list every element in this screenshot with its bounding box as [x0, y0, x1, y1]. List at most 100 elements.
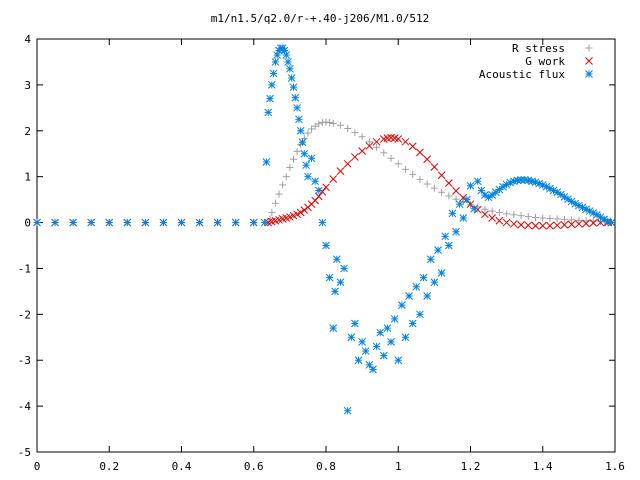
- series-1: [33, 118, 615, 227]
- x-tick-label: 1: [395, 460, 402, 473]
- data-point: [308, 125, 316, 133]
- data-point: [510, 211, 518, 219]
- data-point: [268, 208, 276, 216]
- data-point: [394, 356, 403, 365]
- data-point: [351, 153, 359, 161]
- data-point: [358, 147, 366, 155]
- data-point: [423, 292, 432, 300]
- y-tick-label: -5: [18, 446, 31, 459]
- data-point: [503, 210, 511, 218]
- data-point: [589, 219, 598, 227]
- data-point: [358, 338, 366, 346]
- data-point: [293, 103, 301, 112]
- data-point: [344, 124, 352, 132]
- data-point: [336, 278, 345, 287]
- data-point: [441, 232, 450, 241]
- data-point: [262, 158, 271, 166]
- data-point: [488, 207, 496, 215]
- data-point: [266, 94, 274, 103]
- data-point: [365, 138, 373, 146]
- data-point: [539, 214, 547, 222]
- data-point: [481, 205, 489, 213]
- y-tick-label: -2: [18, 308, 31, 321]
- data-point: [264, 108, 273, 117]
- data-point: [401, 137, 410, 146]
- data-point: [419, 273, 428, 282]
- data-point: [159, 218, 168, 227]
- y-tick-label: 4: [24, 33, 31, 46]
- data-point: [495, 216, 504, 225]
- data-point: [177, 218, 186, 227]
- data-point: [531, 221, 540, 230]
- data-point: [329, 119, 337, 127]
- data-point: [311, 122, 319, 130]
- data-point: [318, 218, 327, 227]
- x-tick-label: 0.6: [244, 460, 264, 473]
- data-point: [553, 215, 561, 223]
- series-3: [33, 44, 616, 415]
- y-tick-label: 0: [24, 217, 31, 230]
- data-point: [401, 333, 410, 342]
- data-point: [343, 406, 352, 415]
- data-point: [307, 154, 316, 163]
- data-point: [401, 165, 409, 173]
- data-point: [524, 221, 533, 230]
- data-point: [372, 342, 381, 351]
- data-point: [336, 121, 344, 129]
- data-point: [326, 119, 334, 127]
- data-point: [322, 241, 330, 250]
- data-point: [437, 269, 446, 277]
- legend-marker: [585, 44, 593, 52]
- data-point: [546, 214, 554, 222]
- data-point: [325, 273, 334, 282]
- data-point: [470, 204, 478, 213]
- data-point: [509, 220, 518, 228]
- data-point: [412, 282, 421, 291]
- data-point: [380, 149, 388, 157]
- x-tick-label: 1.2: [461, 460, 481, 473]
- series-2: [33, 133, 616, 230]
- data-point: [300, 206, 309, 215]
- data-point: [408, 319, 417, 328]
- data-point: [361, 347, 370, 355]
- data-point: [365, 360, 374, 369]
- data-point: [304, 129, 312, 137]
- x-tick-label: 1.6: [605, 460, 625, 473]
- data-point: [282, 51, 291, 59]
- data-point: [351, 319, 359, 328]
- data-point: [231, 218, 240, 227]
- data-point: [582, 219, 590, 228]
- data-point: [347, 333, 356, 342]
- data-point: [430, 163, 439, 171]
- data-point: [284, 58, 292, 66]
- data-point: [546, 221, 554, 230]
- data-point: [430, 278, 439, 287]
- data-point: [495, 208, 503, 216]
- data-point: [302, 161, 310, 170]
- data-point: [293, 210, 301, 219]
- data-point: [383, 324, 392, 332]
- legend-marker: [585, 70, 593, 78]
- data-point: [553, 221, 562, 230]
- data-point: [466, 200, 475, 209]
- data-point: [502, 218, 511, 227]
- data-point: [517, 212, 525, 220]
- data-point: [560, 215, 568, 223]
- data-point: [575, 220, 583, 228]
- data-point: [365, 142, 374, 150]
- data-point: [473, 177, 482, 186]
- data-point: [279, 181, 287, 189]
- data-point: [466, 181, 475, 190]
- data-point: [459, 198, 467, 206]
- data-point: [314, 186, 323, 195]
- data-point: [416, 310, 424, 319]
- y-tick-label: 2: [24, 125, 31, 138]
- data-point: [438, 188, 446, 196]
- data-point: [304, 172, 312, 181]
- data-point: [296, 208, 305, 217]
- legend-label: R stress: [512, 42, 565, 55]
- data-point: [315, 120, 323, 128]
- data-point: [314, 192, 323, 201]
